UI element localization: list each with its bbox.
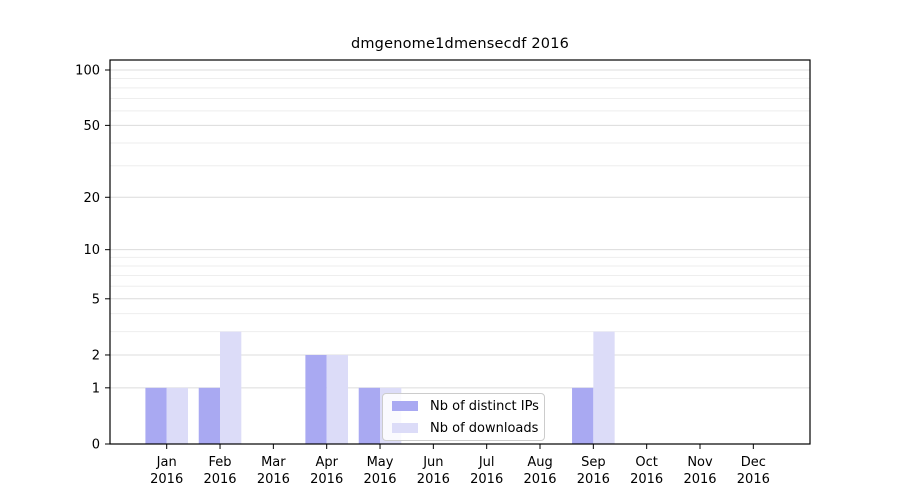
x-tick-label-month-jul: Jul: [478, 455, 495, 470]
x-tick-label-month-sep: Sep: [581, 455, 606, 470]
x-tick-label-year-oct: 2016: [630, 472, 663, 487]
y-tick-label-100: 100: [75, 64, 100, 79]
x-tick-label-month-apr: Apr: [315, 455, 338, 470]
y-tick-label-5: 5: [92, 292, 100, 307]
x-tick-label-year-may: 2016: [363, 472, 396, 487]
x-tick-label-year-aug: 2016: [523, 472, 556, 487]
x-tick-label-month-oct: Oct: [635, 455, 657, 470]
x-tick-label-month-feb: Feb: [209, 455, 232, 470]
bar-downloads-jan: [166, 387, 188, 444]
bar-distinct-ips-apr: [305, 354, 327, 444]
y-tick-label-50: 50: [83, 119, 100, 134]
x-tick-label-month-aug: Aug: [527, 455, 552, 470]
x-tick-label-year-jan: 2016: [150, 472, 183, 487]
y-tick-label-2: 2: [92, 348, 100, 363]
legend-swatch-downloads: [392, 423, 418, 433]
x-tick-label-month-dec: Dec: [741, 455, 766, 470]
x-tick-label-year-jul: 2016: [470, 472, 503, 487]
y-tick-label-0: 0: [92, 438, 100, 453]
y-tick-label-1: 1: [92, 381, 100, 396]
x-tick-label-year-mar: 2016: [257, 472, 290, 487]
legend-item-distinct-ips: Nb of distinct IPs: [392, 399, 539, 414]
x-tick-label-month-nov: Nov: [687, 455, 713, 470]
y-tick-label-20: 20: [83, 191, 100, 206]
x-tick-label-month-mar: Mar: [261, 455, 286, 470]
x-tick-label-year-apr: 2016: [310, 472, 343, 487]
bar-distinct-ips-may: [358, 387, 381, 444]
bar-downloads-sep: [593, 331, 615, 444]
legend-label-downloads: Nb of downloads: [430, 420, 539, 436]
bar-downloads-apr: [326, 354, 348, 444]
legend-swatch-distinct-ips: [392, 401, 418, 411]
bar-distinct-ips-sep: [572, 387, 594, 444]
legend-item-downloads: Nb of downloads: [392, 420, 539, 436]
legend-label-distinct-ips: Nb of distinct IPs: [430, 398, 539, 414]
x-tick-label-month-jun: Jun: [422, 455, 443, 470]
bar-distinct-ips-jan: [145, 387, 167, 444]
x-tick-label-year-nov: 2016: [683, 472, 716, 487]
chart-title: dmgenome1dmensecdf 2016: [350, 36, 570, 52]
bar-distinct-ips-feb: [198, 387, 221, 444]
x-tick-label-month-jan: Jan: [156, 455, 177, 470]
x-tick-label-year-feb: 2016: [203, 472, 236, 487]
x-tick-label-year-sep: 2016: [577, 472, 610, 487]
axis-frame: [109, 59, 811, 445]
bar-downloads-feb: [220, 331, 242, 444]
legend: Nb of distinct IPs Nb of downloads: [382, 393, 545, 441]
y-tick-label-10: 10: [83, 243, 100, 258]
x-tick-label-month-may: May: [367, 455, 394, 470]
x-tick-label-year-dec: 2016: [737, 472, 770, 487]
x-tick-label-year-jun: 2016: [417, 472, 450, 487]
